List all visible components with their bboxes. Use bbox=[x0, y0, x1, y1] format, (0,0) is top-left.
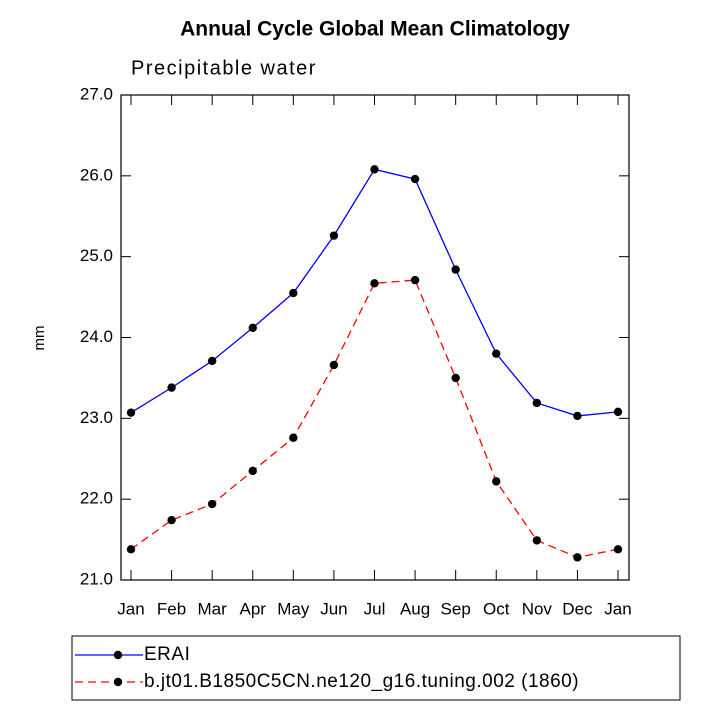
legend-marker bbox=[113, 677, 123, 687]
x-tick-label: Apr bbox=[240, 599, 267, 618]
data-point bbox=[167, 515, 176, 525]
legend-box bbox=[71, 635, 681, 701]
y-tick-label: 25.0 bbox=[80, 246, 113, 265]
data-point bbox=[248, 323, 257, 332]
y-tick-label: 24.0 bbox=[80, 327, 113, 346]
y-tick-label: 27.0 bbox=[80, 84, 113, 103]
data-point bbox=[532, 398, 542, 408]
data-point bbox=[573, 411, 582, 421]
data-point bbox=[410, 174, 420, 184]
series-line bbox=[130, 168, 619, 417]
x-tick-label: Aug bbox=[400, 599, 430, 618]
data-point bbox=[167, 383, 176, 392]
data-point bbox=[613, 407, 623, 417]
legend-label: b.jt01.B1850C5CN.ne120_g16.tuning.002 (1… bbox=[144, 671, 579, 692]
data-point bbox=[451, 373, 460, 383]
y-tick-label: 26.0 bbox=[80, 165, 113, 184]
data-point bbox=[613, 545, 623, 554]
legend-marker bbox=[113, 650, 123, 660]
x-tick-label: Jun bbox=[320, 599, 347, 618]
data-point bbox=[248, 466, 257, 476]
y-axis-label: mm bbox=[31, 326, 48, 351]
data-point bbox=[289, 433, 298, 442]
data-point bbox=[207, 356, 217, 366]
data-point bbox=[126, 408, 136, 417]
series-line bbox=[130, 279, 619, 559]
x-tick-label: Jan bbox=[604, 599, 631, 618]
x-tick-label: Dec bbox=[562, 599, 593, 618]
chart-title: Annual Cycle Global Mean Climatology bbox=[180, 18, 570, 41]
x-tick-label: Mar bbox=[198, 599, 228, 618]
data-point bbox=[532, 536, 542, 545]
x-tick-label: Nov bbox=[522, 599, 553, 618]
x-tick-label: Jul bbox=[364, 599, 386, 618]
data-point bbox=[370, 279, 379, 288]
y-tick-label: 23.0 bbox=[80, 408, 113, 427]
data-point bbox=[207, 499, 217, 509]
data-point bbox=[492, 477, 501, 486]
x-tick-label: May bbox=[277, 599, 310, 618]
x-tick-label: Feb bbox=[157, 599, 186, 618]
chart-subtitle: Precipitable water bbox=[131, 57, 317, 79]
data-point bbox=[329, 360, 339, 370]
y-tick-label: 22.0 bbox=[80, 489, 113, 508]
data-point bbox=[410, 275, 420, 285]
data-point bbox=[492, 349, 501, 358]
x-tick-label: Oct bbox=[483, 599, 510, 618]
legend-label: ERAI bbox=[144, 644, 190, 665]
data-point bbox=[289, 288, 298, 298]
x-tick-label: Sep bbox=[441, 599, 471, 618]
y-tick-label: 21.0 bbox=[80, 569, 113, 588]
data-point bbox=[126, 545, 136, 554]
data-point bbox=[451, 265, 460, 274]
x-tick-label: Jan bbox=[117, 599, 144, 618]
data-point bbox=[573, 553, 582, 562]
data-point bbox=[329, 231, 339, 240]
data-point bbox=[370, 165, 379, 174]
